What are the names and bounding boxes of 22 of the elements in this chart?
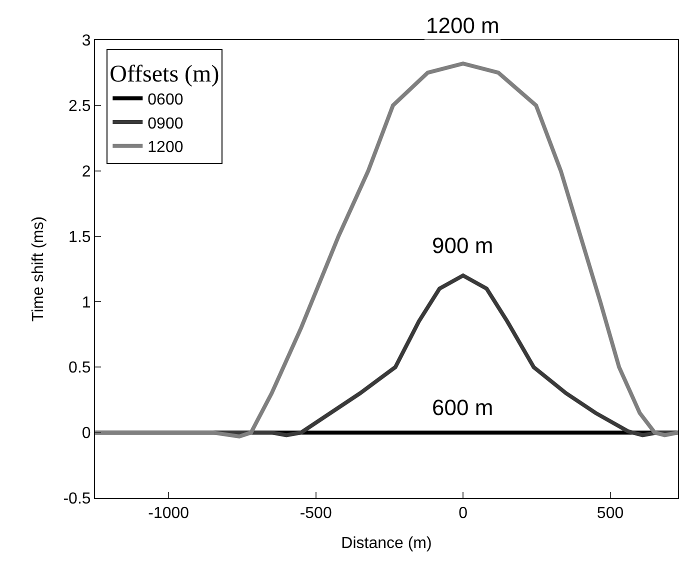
y-tick-label: 1: [82, 294, 91, 312]
annotation: 600 m: [432, 395, 494, 420]
x-axis-title: Distance (m): [341, 534, 432, 552]
y-tick-label: 3: [82, 32, 91, 50]
legend-label: 0600: [148, 92, 184, 108]
y-tick-label: 1.5: [68, 228, 91, 246]
y-tick-label: 0: [82, 425, 91, 442]
legend-label: 1200: [148, 139, 184, 156]
y-tick-label: 0.5: [68, 360, 91, 377]
legend-label: 0900: [148, 115, 184, 132]
line-series: [95, 62, 678, 438]
y-tick-label: 2.5: [68, 98, 91, 116]
y-tick-label: -0.5: [63, 490, 91, 508]
x-tick-label: -500: [300, 505, 332, 522]
y-tick-label: 2: [82, 163, 91, 180]
annotation: 900 m: [432, 233, 494, 258]
legend-title: Offsets (m): [110, 61, 220, 88]
y-axis-title: Time shift (ms): [30, 216, 48, 322]
text: 1200 m: [426, 13, 500, 38]
x-tick-label: 0: [458, 505, 468, 522]
x-tick-label: -1000: [148, 505, 190, 522]
x-tick-label: 500: [596, 505, 624, 522]
